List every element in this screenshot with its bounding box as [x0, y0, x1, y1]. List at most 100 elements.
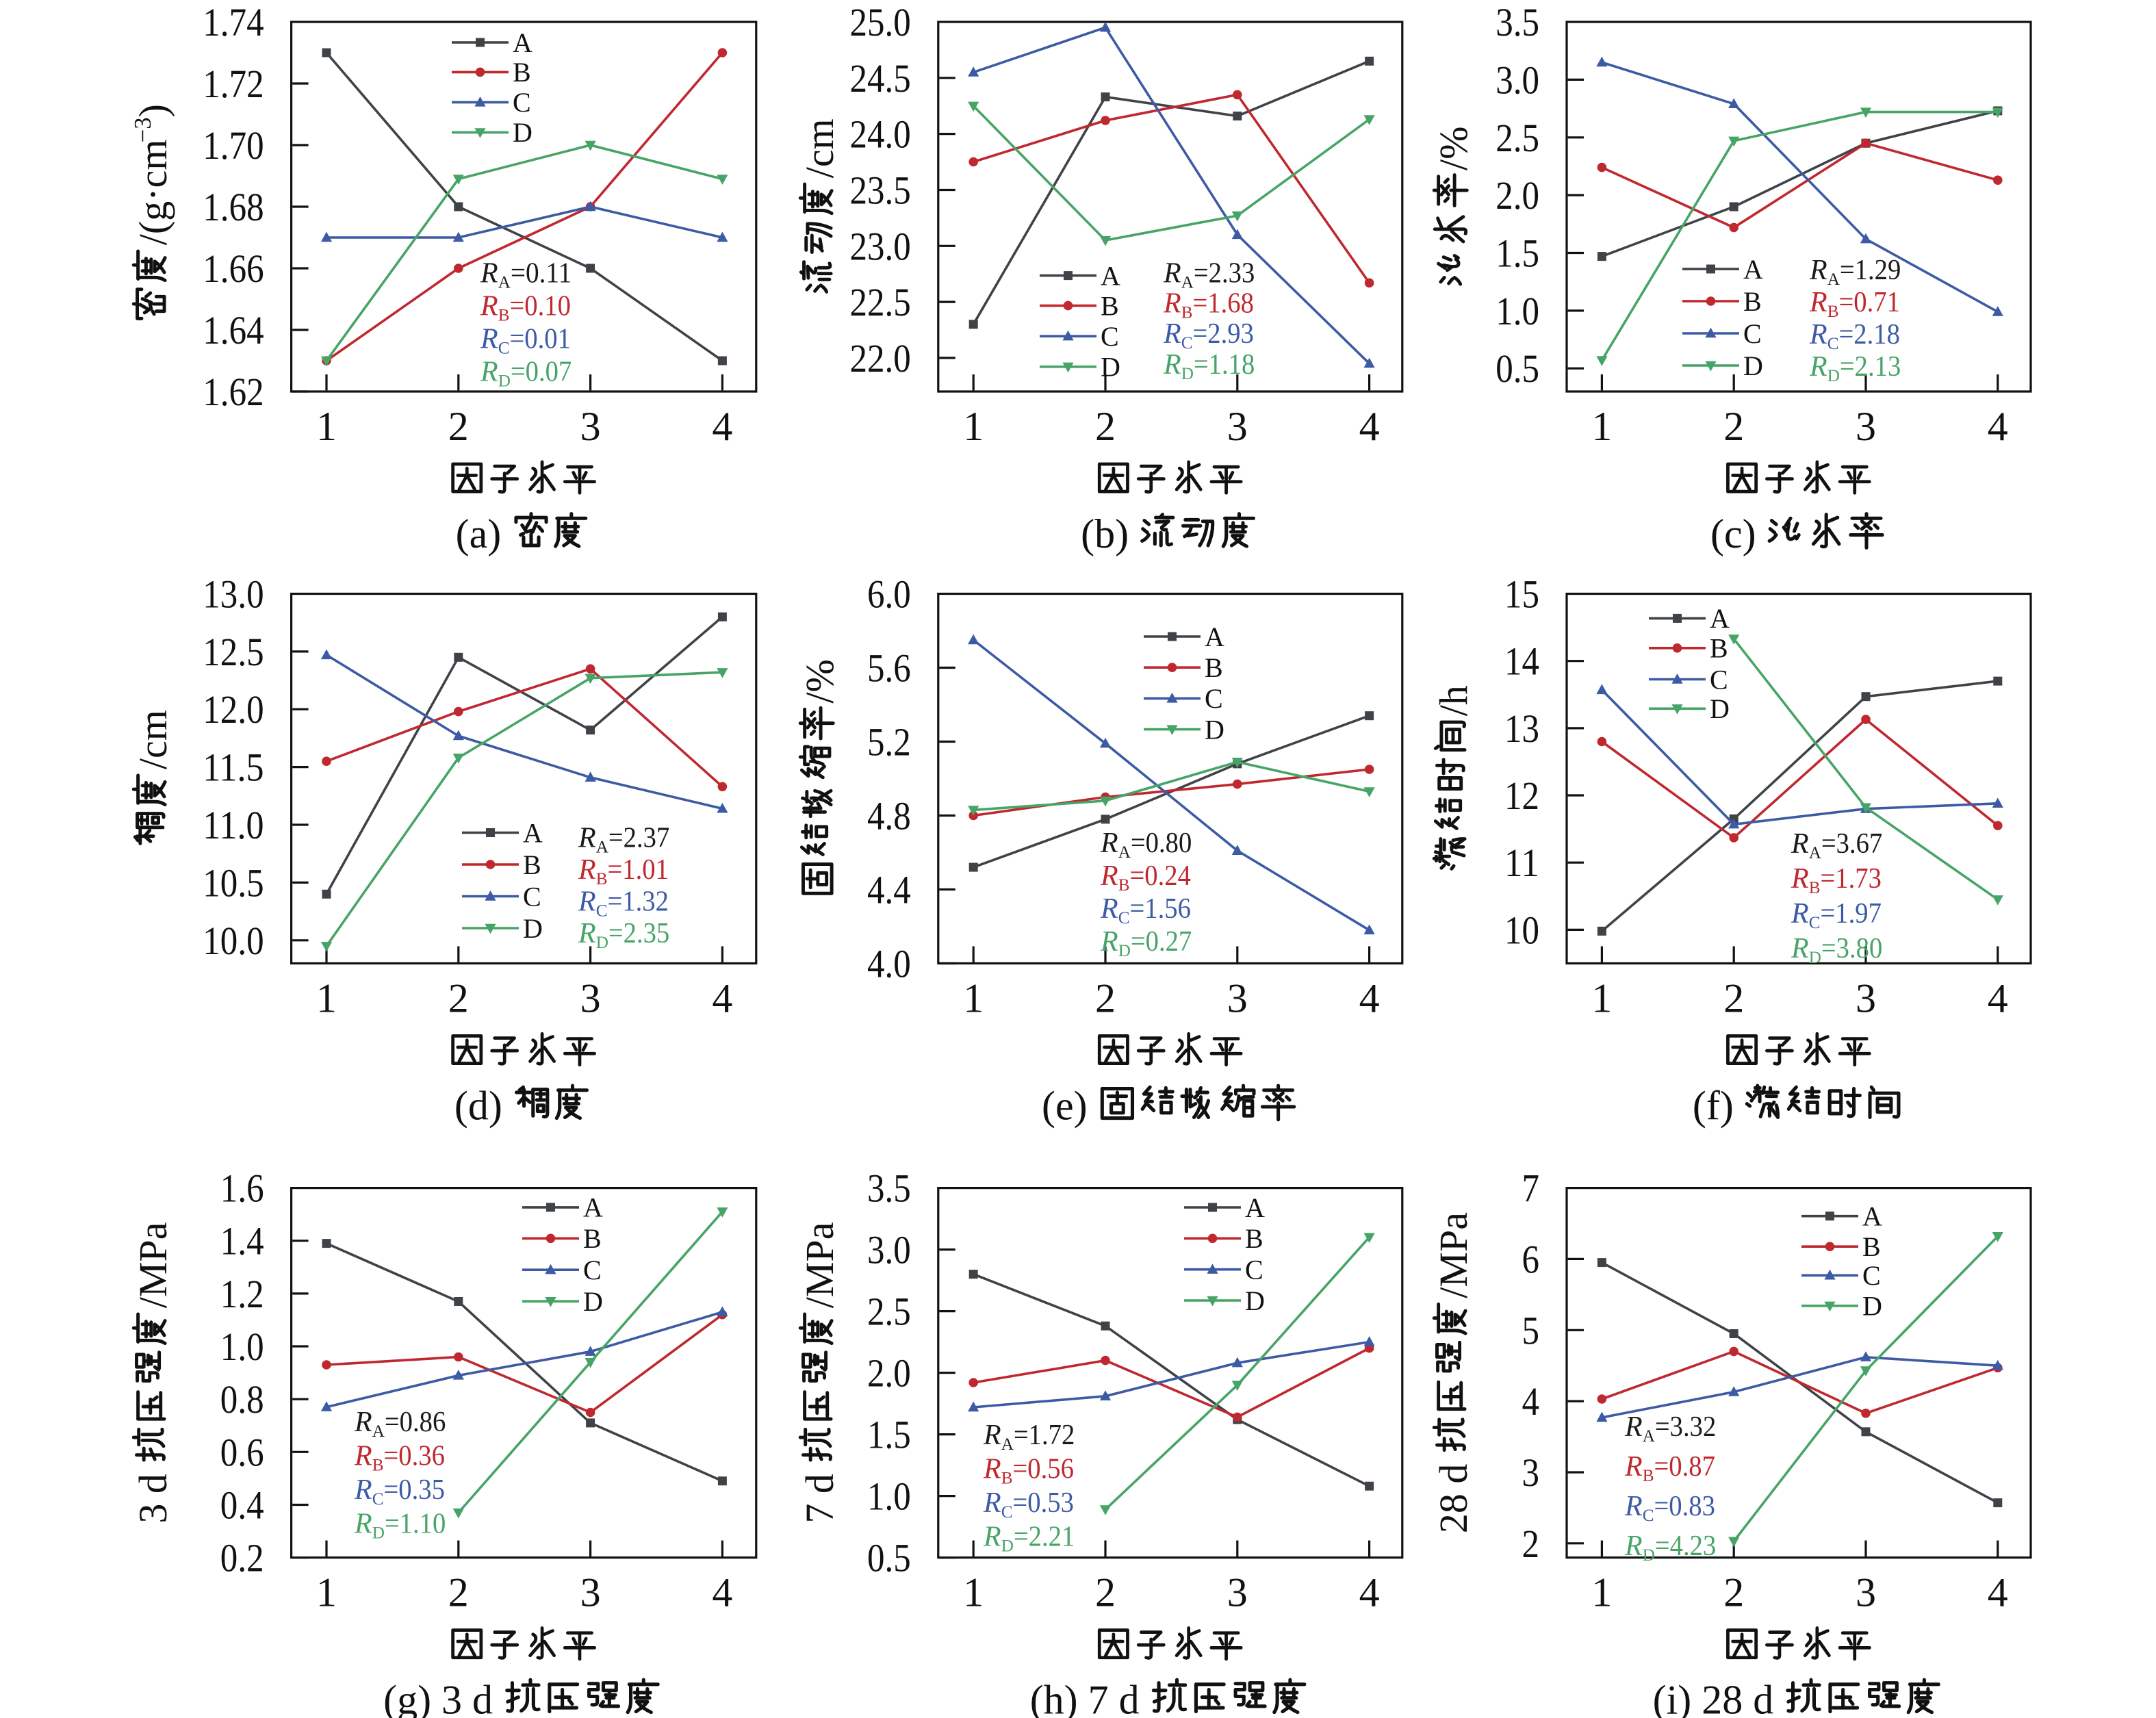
svg-text:1: 1	[316, 976, 337, 1021]
svg-text:R: R	[354, 1509, 372, 1540]
svg-text:B: B	[583, 1223, 602, 1254]
svg-text:0.8: 0.8	[220, 1377, 264, 1422]
svg-text:6.0: 6.0	[867, 572, 911, 617]
svg-text:C: C	[1101, 321, 1119, 352]
svg-text:23.5: 23.5	[850, 168, 911, 213]
svg-text:3: 3	[1227, 1570, 1248, 1615]
svg-text:=1.29: =1.29	[1840, 255, 1901, 286]
svg-text:1.4: 1.4	[220, 1219, 264, 1264]
svg-text:2: 2	[1095, 976, 1116, 1021]
svg-text:D: D	[1205, 714, 1224, 745]
svg-text:(b): (b)	[1081, 511, 1129, 556]
svg-text:D: D	[498, 372, 511, 391]
svg-text:C: C	[523, 881, 541, 912]
svg-text:B: B	[523, 849, 541, 880]
svg-text:1: 1	[963, 1570, 984, 1615]
svg-text:R: R	[1809, 287, 1827, 318]
svg-text:R: R	[1624, 1411, 1643, 1443]
svg-text:A: A	[1643, 1427, 1655, 1446]
svg-text:=0.87: =0.87	[1654, 1451, 1715, 1483]
svg-text:0.5: 0.5	[867, 1536, 911, 1580]
svg-text:C: C	[1643, 1507, 1654, 1525]
svg-text:2: 2	[448, 1570, 469, 1615]
svg-text:R: R	[354, 1441, 372, 1472]
svg-text:/(g·cm: /(g·cm	[131, 140, 175, 246]
svg-text:0.2: 0.2	[220, 1536, 264, 1580]
svg-text:B: B	[1710, 633, 1728, 664]
svg-text:=0.53: =0.53	[1013, 1487, 1074, 1519]
svg-text:C: C	[513, 87, 531, 118]
svg-text:3.5: 3.5	[1496, 0, 1539, 44]
svg-text:12: 12	[1504, 773, 1539, 818]
svg-text:D: D	[1643, 1546, 1655, 1565]
svg-text:R: R	[354, 1474, 372, 1506]
svg-text:D: D	[1001, 1537, 1014, 1556]
svg-text:R: R	[983, 1420, 1001, 1451]
svg-text:A: A	[498, 273, 511, 292]
svg-text:D: D	[1181, 365, 1194, 383]
svg-text:A: A	[1827, 270, 1840, 289]
svg-text:C: C	[498, 339, 510, 358]
svg-text:2: 2	[1522, 1522, 1540, 1566]
svg-text:12.0: 12.0	[203, 687, 264, 732]
svg-text:R: R	[578, 823, 596, 854]
svg-text:1.68: 1.68	[203, 185, 264, 229]
svg-text:B: B	[1862, 1231, 1881, 1262]
svg-text:1: 1	[316, 1570, 337, 1615]
svg-text:(d): (d)	[454, 1084, 502, 1129]
svg-text:R: R	[1100, 893, 1118, 925]
svg-text:=0.36: =0.36	[384, 1441, 445, 1472]
svg-text:R: R	[480, 324, 498, 355]
svg-text:1.74: 1.74	[203, 0, 264, 44]
svg-text:R: R	[354, 1407, 372, 1438]
svg-text:=3.80: =3.80	[1821, 933, 1882, 964]
svg-text:3: 3	[1227, 404, 1248, 449]
svg-text:=0.35: =0.35	[384, 1474, 445, 1506]
svg-text:R: R	[578, 918, 596, 949]
svg-text:0.5: 0.5	[1496, 346, 1539, 391]
svg-text:A: A	[1743, 254, 1763, 285]
svg-text:D: D	[1710, 693, 1730, 724]
svg-text:B: B	[1809, 879, 1821, 897]
svg-text:R: R	[1100, 860, 1118, 892]
svg-text:=0.07: =0.07	[511, 357, 572, 388]
svg-text:D: D	[372, 1524, 385, 1543]
svg-text:0.4: 0.4	[220, 1483, 264, 1528]
svg-text:C: C	[372, 1490, 384, 1509]
svg-text:/cm: /cm	[797, 118, 842, 178]
svg-text:R: R	[578, 886, 596, 918]
svg-text:(h) 7 d: (h) 7 d	[1030, 1678, 1140, 1718]
svg-text:3: 3	[580, 976, 601, 1021]
svg-text:C: C	[1827, 335, 1839, 353]
svg-text:=3.32: =3.32	[1655, 1411, 1716, 1443]
svg-text:B: B	[1743, 286, 1762, 317]
svg-text:1.5: 1.5	[867, 1413, 911, 1457]
svg-text:13.0: 13.0	[203, 572, 264, 617]
svg-text:2: 2	[1723, 976, 1744, 1021]
svg-text:3: 3	[580, 404, 601, 449]
svg-text:=1.72: =1.72	[1014, 1420, 1075, 1451]
svg-text:2: 2	[1095, 404, 1116, 449]
svg-text:=4.23: =4.23	[1655, 1530, 1716, 1562]
svg-text:4: 4	[712, 1570, 732, 1615]
svg-text:3: 3	[1856, 404, 1876, 449]
svg-text:B: B	[372, 1457, 384, 1475]
svg-text:23.0: 23.0	[850, 224, 911, 268]
svg-text:D: D	[583, 1286, 603, 1317]
svg-text:28 d: 28 d	[1431, 1464, 1476, 1534]
svg-text:R: R	[1163, 349, 1181, 381]
svg-text:A: A	[523, 817, 543, 848]
svg-text:4: 4	[1522, 1379, 1540, 1424]
svg-text:A: A	[1245, 1192, 1265, 1223]
svg-text:22.5: 22.5	[850, 280, 911, 324]
svg-text:A: A	[1862, 1201, 1882, 1232]
svg-text:1.70: 1.70	[203, 123, 264, 168]
svg-text:=0.86: =0.86	[385, 1407, 446, 1438]
svg-text:24.5: 24.5	[850, 56, 911, 101]
svg-text:1: 1	[1591, 1570, 1612, 1615]
svg-text:C: C	[1001, 1503, 1013, 1522]
svg-text:R: R	[983, 1454, 1001, 1485]
svg-text:A: A	[1001, 1435, 1014, 1454]
svg-text:R: R	[1163, 318, 1181, 350]
svg-text:2.0: 2.0	[1496, 173, 1539, 218]
